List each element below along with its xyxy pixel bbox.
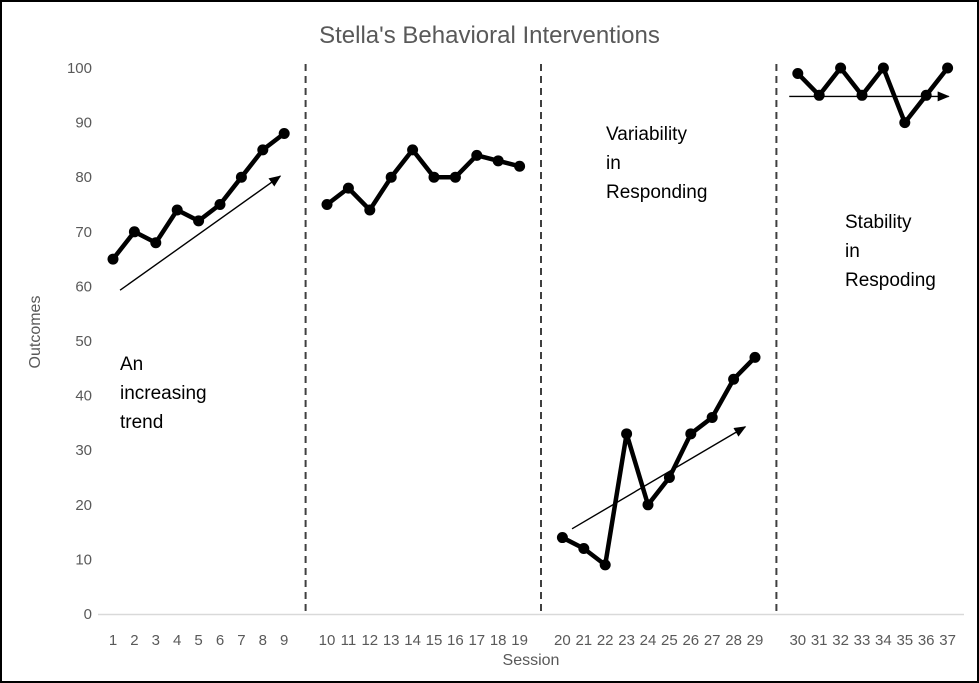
data-point	[920, 89, 932, 101]
data-point	[492, 155, 504, 167]
y-axis-title: Outcomes	[27, 295, 44, 369]
trend-arrow	[571, 426, 747, 530]
y-tick-label: 10	[75, 551, 92, 568]
x-tick-label: 1	[109, 632, 117, 649]
data-point	[749, 351, 761, 363]
y-tick-label: 90	[75, 115, 92, 132]
data-point	[321, 199, 333, 210]
x-tick-label: 28	[725, 632, 742, 649]
data-point	[128, 226, 140, 238]
data-point	[407, 144, 419, 156]
data-point	[877, 62, 889, 74]
x-tick-label: 23	[618, 632, 635, 649]
data-point	[792, 67, 804, 79]
x-axis-title: Session	[502, 652, 560, 669]
data-point	[599, 559, 611, 571]
annotation-increasing-trend: An increasing trend	[120, 354, 207, 433]
x-tick-label: 14	[404, 632, 421, 649]
data-point	[663, 472, 675, 483]
data-point	[471, 149, 483, 161]
data-point	[899, 117, 911, 129]
x-tick-label: 26	[682, 632, 699, 649]
x-tick-label: 34	[875, 632, 892, 649]
x-tick-label: 32	[832, 632, 849, 649]
x-tick-label: 13	[383, 632, 400, 649]
y-tick-label: 100	[67, 60, 92, 77]
x-tick-label: 2	[130, 632, 138, 649]
x-tick-label: 9	[280, 632, 288, 649]
x-tick-label: 25	[661, 632, 678, 649]
data-point	[193, 215, 205, 227]
series-line	[796, 65, 950, 125]
x-tick-label: 21	[575, 632, 592, 649]
x-tick-label: 31	[811, 632, 828, 649]
data-point	[685, 428, 697, 440]
data-point	[706, 411, 718, 423]
data-point	[428, 171, 440, 183]
x-tick-label: 4	[173, 632, 181, 649]
data-point	[813, 89, 825, 101]
data-point	[578, 542, 590, 554]
x-tick-label: 17	[468, 632, 485, 649]
x-tick-label: 3	[152, 632, 160, 649]
y-tick-label: 0	[84, 606, 92, 623]
data-point	[942, 62, 954, 74]
x-tick-label: 18	[490, 632, 507, 649]
data-point	[278, 128, 290, 140]
series-line	[561, 355, 757, 568]
x-tick-label: 36	[918, 632, 935, 649]
data-point	[449, 171, 461, 183]
annotation-stability-in-responding: Stability in Respoding	[845, 212, 936, 291]
y-tick-label: 80	[75, 169, 92, 186]
x-tick-label: 16	[447, 632, 464, 649]
x-tick-label: 37	[939, 632, 956, 649]
data-point	[642, 499, 654, 511]
x-tick-label: 15	[426, 632, 443, 649]
x-tick-label: 27	[704, 632, 721, 649]
y-tick-label: 40	[75, 388, 92, 405]
x-tick-label: 11	[341, 632, 357, 649]
x-tick-label: 30	[789, 632, 806, 649]
data-point	[214, 199, 226, 210]
y-tick-label: 50	[75, 333, 92, 350]
data-point	[150, 237, 162, 249]
trend-arrow	[119, 175, 282, 291]
x-tick-label: 5	[194, 632, 202, 649]
y-tick-label: 70	[75, 224, 92, 241]
x-tick-label: 24	[640, 632, 657, 649]
x-tick-label: 12	[361, 632, 378, 649]
data-point	[364, 204, 376, 216]
data-point	[107, 253, 119, 265]
data-point	[342, 182, 354, 194]
data-point	[835, 62, 847, 74]
x-tick-label: 8	[259, 632, 267, 649]
y-tick-label: 60	[75, 278, 92, 295]
x-tick-label: 22	[597, 632, 614, 649]
data-point	[856, 89, 868, 101]
data-point	[257, 144, 269, 156]
x-tick-label: 33	[854, 632, 871, 649]
annotation-variability-in-responding: Variability in Responding	[606, 124, 708, 203]
x-tick-label: 19	[511, 632, 528, 649]
y-tick-label: 30	[75, 442, 92, 459]
data-point	[514, 160, 526, 172]
chart-title: Stella's Behavioral Interventions	[319, 22, 660, 49]
x-tick-label: 6	[216, 632, 224, 649]
x-tick-label: 35	[896, 632, 913, 649]
data-point	[235, 171, 247, 183]
x-tick-label: 20	[554, 632, 571, 649]
x-tick-label: 7	[237, 632, 245, 649]
data-point	[621, 428, 633, 440]
data-point	[385, 171, 397, 183]
x-tick-label: 29	[747, 632, 764, 649]
data-point	[556, 532, 568, 544]
data-point	[728, 373, 740, 385]
y-tick-label: 20	[75, 497, 92, 514]
x-tick-label: 10	[319, 632, 336, 649]
data-point	[171, 204, 183, 216]
series-line	[325, 147, 521, 213]
